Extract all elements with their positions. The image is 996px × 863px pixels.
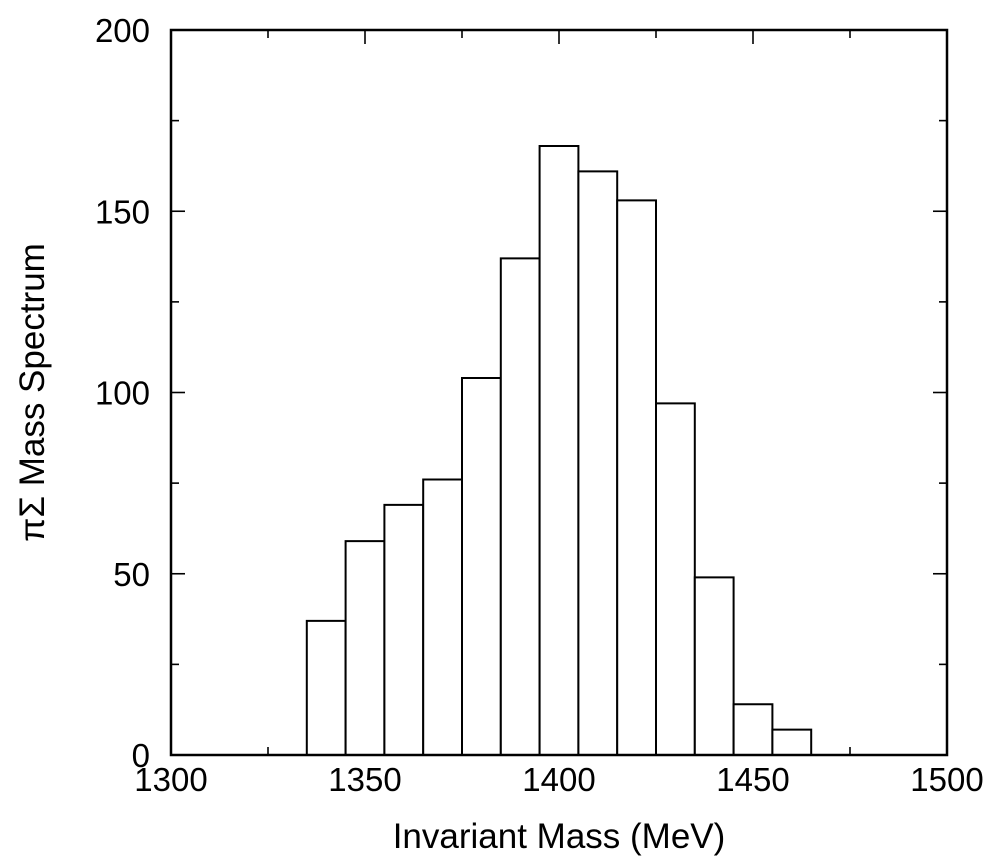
histogram-bar bbox=[499, 257, 541, 756]
y-tick-label: 50 bbox=[113, 556, 150, 593]
histogram-bar bbox=[693, 576, 735, 756]
histogram-bar bbox=[616, 199, 658, 756]
histogram-bar bbox=[422, 478, 464, 756]
y-tick-label: 0 bbox=[132, 737, 150, 774]
histogram-bar bbox=[538, 145, 580, 756]
x-tick-labels: 1300 1350 1400 1450 1500 bbox=[134, 761, 983, 798]
histogram-bar bbox=[305, 619, 347, 756]
plot-frame bbox=[169, 28, 949, 757]
histogram-bar bbox=[732, 703, 774, 756]
x-tick-label: 1350 bbox=[328, 761, 401, 798]
x-tick-label: 1400 bbox=[522, 761, 595, 798]
x-tick-label: 1500 bbox=[910, 761, 983, 798]
y-tick-label: 200 bbox=[95, 12, 150, 49]
y-tick-labels: 0 50 100 150 200 bbox=[95, 12, 150, 774]
histogram-bar bbox=[655, 402, 696, 756]
histogram-bars bbox=[305, 145, 813, 756]
x-tick-label: 1450 bbox=[716, 761, 789, 798]
y-axis-title: πΣ Mass Spectrum bbox=[13, 243, 52, 542]
x-axis-title: Invariant Mass (MeV) bbox=[393, 817, 726, 856]
histogram-bar bbox=[383, 503, 425, 756]
histogram-bar bbox=[771, 728, 813, 756]
x-tick-label: 1300 bbox=[134, 761, 207, 798]
histogram-bar bbox=[344, 540, 386, 756]
histogram-bar bbox=[577, 170, 619, 756]
histogram-bar bbox=[461, 377, 502, 756]
y-tick-label: 150 bbox=[95, 193, 150, 230]
y-tick-label: 100 bbox=[95, 375, 150, 412]
